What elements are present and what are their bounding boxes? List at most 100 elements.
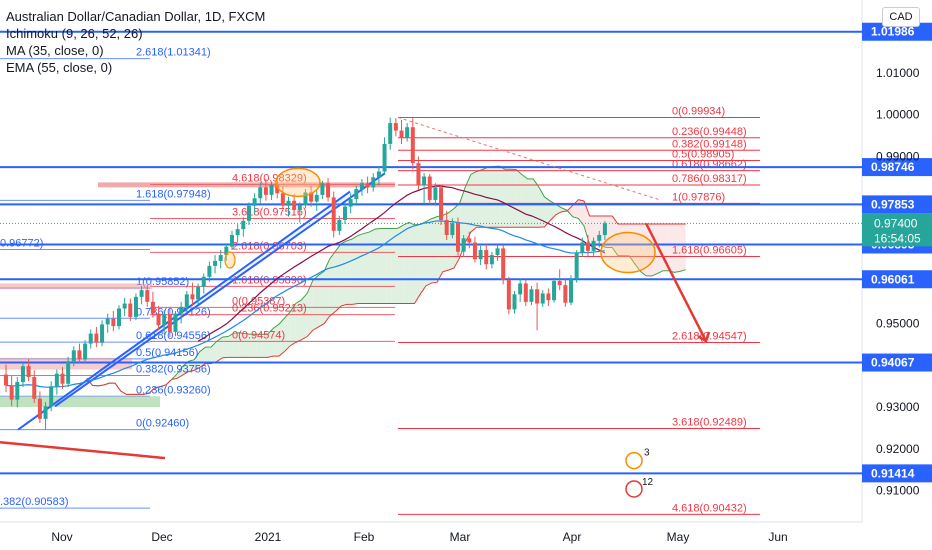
price-axis-label: 1.01000	[876, 66, 920, 80]
candle-body	[38, 399, 42, 419]
fib-level-label: 0(0.99934)	[672, 105, 725, 117]
price-axis-label: 0.92000	[876, 442, 920, 456]
candle-body	[315, 195, 319, 202]
candle-body	[49, 386, 53, 406]
candle-body	[416, 163, 420, 185]
kumo-segment	[347, 239, 353, 304]
price-axis-label: 0.93000	[876, 400, 920, 414]
kumo-segment	[488, 167, 494, 228]
time-axis-label: Dec	[151, 530, 172, 544]
kumo-segment	[369, 229, 375, 303]
indicator-ema[interactable]: EMA (55, close, 0)	[6, 59, 265, 76]
candle-body	[247, 206, 251, 221]
candle-body	[94, 334, 98, 343]
kumo-segment	[516, 170, 522, 228]
fib-left-label: 0.236(0.93260)	[136, 384, 211, 396]
kumo-segment	[414, 224, 420, 303]
candle-body	[287, 201, 291, 206]
candle-body	[270, 185, 274, 195]
candle-body	[479, 250, 483, 259]
kumo-segment	[426, 219, 432, 286]
resistance-zone	[98, 182, 395, 187]
price-axis-label: 0.95000	[876, 317, 920, 331]
price-axis-label: 1.00000	[876, 108, 920, 122]
candle-body	[422, 177, 426, 185]
time-axis-label: 2021	[255, 530, 282, 544]
candle-body	[428, 177, 432, 200]
indicator-ichimoku[interactable]: Ichimoku (9, 26, 52, 26)	[6, 25, 265, 42]
candle-body	[552, 281, 556, 300]
candle-body	[196, 287, 200, 300]
kumo-segment	[313, 275, 319, 330]
candle-body	[128, 304, 132, 317]
currency-button[interactable]: CAD	[882, 7, 920, 27]
candle-body	[343, 207, 347, 220]
fib-left-label: 1.618(0.97948)	[136, 188, 211, 200]
candle-body	[72, 350, 76, 361]
candle-body	[507, 280, 511, 309]
candle-body	[4, 375, 8, 386]
fib-level-label: 3.618(0.92489)	[672, 416, 747, 428]
time-axis-label: Apr	[563, 530, 582, 544]
candle-body	[518, 283, 522, 294]
kumo-segment	[590, 216, 596, 245]
time-axis-label: Jun	[768, 530, 787, 544]
candle-body	[592, 241, 596, 251]
candle-body	[230, 235, 234, 247]
fib-level-label: 0.618(0.98662)	[672, 159, 747, 171]
candle-body	[298, 205, 302, 210]
candle-body	[213, 261, 217, 266]
time-axis-label: May	[667, 530, 690, 544]
key-level-value: 0.96061	[871, 272, 915, 286]
candle-body	[580, 243, 584, 253]
highlight-ellipse-top	[276, 168, 320, 196]
indicator-ma[interactable]: MA (35, close, 0)	[6, 42, 265, 59]
candle-body	[563, 285, 567, 303]
candle-body	[360, 183, 364, 189]
event-count-1: 3	[644, 448, 650, 459]
candle-body	[467, 238, 471, 242]
candle-body	[117, 309, 121, 327]
candle-body	[332, 197, 336, 230]
kumo-segment	[364, 232, 370, 303]
candle-body	[10, 385, 14, 399]
support-zone-left	[0, 396, 160, 407]
candle-body	[32, 377, 36, 399]
symbol-title: Australian Dollar/Canadian Dollar, 1D, F…	[6, 8, 265, 25]
time-axis-label: Feb	[354, 530, 375, 544]
candle-body	[546, 293, 550, 300]
fib-mid-label: 0(0.94574)	[232, 329, 285, 341]
kumo-segment	[499, 166, 505, 227]
fib-left-label: 0.786(0.95126)	[136, 306, 211, 318]
candle-body	[383, 144, 387, 172]
candle-body	[558, 281, 562, 285]
event-count-2: 12	[642, 477, 654, 488]
fib-level-label: 0.786(0.98317)	[672, 173, 747, 185]
kumo-segment	[341, 241, 347, 306]
kumo-segment	[505, 169, 511, 227]
time-axis-label: Mar	[450, 530, 471, 544]
key-level-value: 0.94067	[871, 356, 915, 370]
candle-body	[219, 255, 223, 261]
candle-body	[377, 172, 381, 178]
candle-body	[320, 183, 324, 195]
candle-body	[513, 294, 517, 309]
candle-body	[89, 334, 93, 344]
kumo-segment	[420, 222, 426, 295]
event-icon-1	[626, 453, 642, 469]
candle-body	[445, 220, 449, 235]
kumo-segment	[409, 222, 415, 303]
candle-body	[202, 277, 206, 287]
fib-left-label: .382(0.90583)	[0, 496, 69, 508]
candle-body	[190, 294, 194, 299]
resistance-zone-left	[0, 283, 152, 289]
candle-body	[106, 319, 110, 325]
fib-level-label: 1(0.97876)	[672, 191, 725, 203]
candle-body	[264, 187, 268, 195]
kumo-segment	[595, 216, 601, 246]
candle-body	[541, 293, 545, 303]
candle-body	[490, 255, 494, 264]
candle-body	[484, 250, 488, 264]
